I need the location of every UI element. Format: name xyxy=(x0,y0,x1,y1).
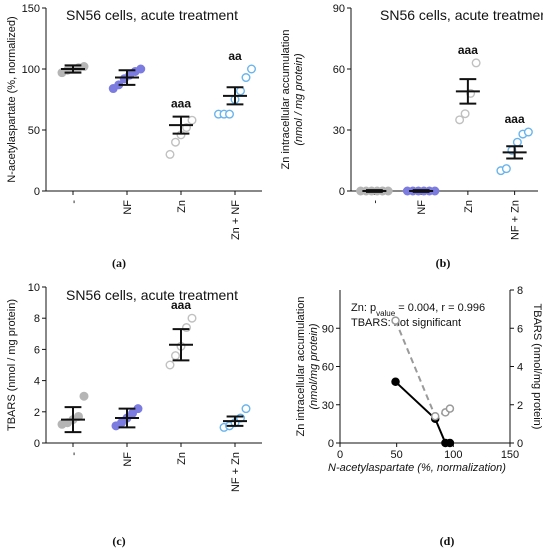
panel-d-x-tick-label: 0 xyxy=(337,449,343,461)
panel-d-x-tick-label: 50 xyxy=(391,449,403,461)
panel-b-title: SN56 cells, acute treatment xyxy=(380,7,543,23)
panel-c-y-tick-label: 0 xyxy=(34,438,40,450)
panel-d-y-tick-label: 30 xyxy=(322,400,334,412)
panel-a-label: (a) xyxy=(112,256,126,270)
panel-b-y-tick-label: 90 xyxy=(333,3,345,15)
panel-a-x-tick-label: Zn xyxy=(176,200,188,213)
panel-b-point-NF + Zn xyxy=(523,127,533,137)
panel-b-point-NF + Zn xyxy=(501,164,511,174)
panel-d-y2-tick-label: 6 xyxy=(517,323,523,335)
panel-d-y-tick-label: 0 xyxy=(328,438,334,450)
panel-c-point-Zn xyxy=(165,360,175,370)
panel-a-point-Zn xyxy=(187,115,197,125)
panel-c-title: SN56 cells, acute treatment xyxy=(66,287,238,303)
panel-d-legend-zn: Zn: pvalue = 0.004, r = 0.996 xyxy=(351,302,485,318)
panel-c-point-Zn xyxy=(187,313,197,323)
panel-b-significance-Zn: aaa xyxy=(458,43,478,57)
panel-d-x-label: N-acetylaspartate (%, normalization) xyxy=(328,462,506,474)
panel-b-y-tick-label: 60 xyxy=(333,64,345,76)
panel-c-point-NF + Zn xyxy=(241,404,251,414)
panel-b-y-tick-label: 30 xyxy=(333,125,345,137)
panel-a-point-Zn xyxy=(165,149,175,159)
panel-d-y2-tick-label: 4 xyxy=(517,362,523,374)
panel-c-x-tick-label: - xyxy=(68,452,80,456)
panel-c-x-tick-label: Zn xyxy=(176,452,188,465)
panel-c-y-tick-label: 4 xyxy=(34,376,40,388)
panel-c-y-tick-label: 2 xyxy=(34,407,40,419)
panel-a-title: SN56 cells, acute treatment xyxy=(66,7,238,23)
panel-b-y-label: Zn intracellular accumulation xyxy=(280,29,292,169)
panel-b-point-Zn xyxy=(471,58,481,68)
panel-a-significance-Zn: aaa xyxy=(171,97,191,111)
panel-b-x-tick-label: NF xyxy=(416,200,428,215)
panel-c-y-tick-label: 8 xyxy=(34,313,40,325)
panel-c-point-Zn xyxy=(181,323,191,333)
panel-c-x-tick-label: NF xyxy=(122,452,134,467)
panel-a-point-Zn + NF xyxy=(224,109,234,119)
panel-c-significance-Zn: aaa xyxy=(171,298,191,312)
panel-c-y-tick-label: 6 xyxy=(34,344,40,356)
panel-c-label: (c) xyxy=(112,534,125,548)
panel-d-y2-tick-label: 0 xyxy=(517,438,523,450)
panel-d-series-line-tbars xyxy=(394,320,451,418)
panel-d-x-tick-label: 100 xyxy=(444,449,462,461)
panel-d-x-tick-label: 150 xyxy=(501,449,519,461)
panel-a-point-Zn + NF xyxy=(241,73,251,83)
panel-a-y-label: N-acetylaspartate (%, normalized) xyxy=(6,16,18,182)
panel-a-x-tick-label: Zn + NF xyxy=(230,200,242,240)
panel-a-y-tick-label: 100 xyxy=(22,64,40,76)
panel-d-y2-tick-label: 2 xyxy=(517,400,523,412)
panel-a-y-tick-label: 50 xyxy=(28,125,40,137)
panel-b-y-label-units: (nmol / mg protein) xyxy=(293,53,305,146)
panel-d-y-tick-label: 90 xyxy=(322,323,334,335)
panel-b-label: (b) xyxy=(436,256,451,270)
panel-d-y2-tick-label: 8 xyxy=(517,285,523,297)
panel-c-point-- xyxy=(79,391,89,401)
panel-c-y-tick-label: 10 xyxy=(28,282,40,294)
panel-d-point-tbars xyxy=(391,316,400,325)
panel-d-legend-tbars: TBARS: not significant xyxy=(351,317,461,329)
panel-b-y-tick-label: 0 xyxy=(339,186,345,198)
panel-a-y-tick-label: 150 xyxy=(22,3,40,15)
panel-d-point-zn xyxy=(445,438,455,448)
panel-a-x-tick-label: NF xyxy=(122,200,134,215)
panel-c-x-tick-label: NF + Zn xyxy=(230,452,242,492)
panel-a-point-NF xyxy=(136,64,146,74)
panel-d-y-label: Zn intracellular accumulation xyxy=(295,296,307,436)
panel-a-point-Zn + NF xyxy=(246,64,256,74)
panel-b-point-Zn xyxy=(455,115,465,125)
panel-d-y-label-units: (nmol/mg protein) xyxy=(308,323,320,410)
panel-b-x-tick-label: NF + Zn xyxy=(510,200,522,240)
panel-d-point-tbars xyxy=(430,411,440,421)
panel-b-x-tick-label: - xyxy=(369,200,381,204)
panel-d-label: (d) xyxy=(440,534,455,548)
panel-b-significance-NF + Zn: aaa xyxy=(505,112,525,126)
panel-c-y-label: TBARS (nmol / mg protein) xyxy=(6,299,18,431)
panel-d-point-tbars xyxy=(445,404,455,413)
panel-a-x-tick-label: - xyxy=(68,200,80,204)
panel-c-point-Zn xyxy=(170,351,180,361)
panel-d-point-zn xyxy=(391,377,400,387)
panel-b-x-tick-label: Zn xyxy=(463,200,475,213)
panel-a-significance-Zn + NF: aa xyxy=(228,49,242,63)
panel-a-point-Zn xyxy=(170,137,180,147)
panel-b-point-NF + Zn xyxy=(512,137,522,147)
panel-d-y-tick-label: 60 xyxy=(322,362,334,374)
panel-b-point-Zn xyxy=(460,109,470,119)
panel-a-y-tick-label: 0 xyxy=(34,186,40,198)
panel-d-y2-label: TBARS (nmol/mg protein) xyxy=(531,304,543,430)
